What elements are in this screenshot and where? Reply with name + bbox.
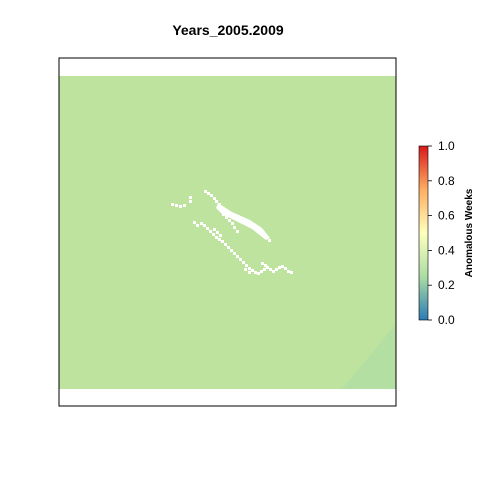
raster-field (59, 76, 396, 389)
missing-data-pixel (224, 243, 227, 246)
missing-data-pixel (275, 268, 278, 271)
missing-data-pixel (213, 228, 216, 231)
missing-data-region (171, 190, 293, 275)
missing-data-pixel (216, 231, 219, 234)
missing-data-pixel (183, 204, 186, 207)
missing-data-pixel (251, 269, 254, 272)
missing-data-pixel (236, 230, 239, 233)
missing-data-pixel (233, 226, 236, 229)
missing-data-pixel (215, 236, 218, 239)
missing-data-pixel (189, 196, 192, 199)
missing-data-pixel (209, 230, 212, 233)
missing-data-pixel (212, 233, 215, 236)
missing-data-pixel (210, 194, 213, 197)
missing-data-pixel (239, 258, 242, 261)
missing-data-pixel (245, 264, 248, 267)
colorbar-tick-label: 0.6 (438, 209, 455, 223)
missing-data-pixel (269, 268, 272, 271)
missing-data-pixel (189, 200, 192, 203)
missing-data-pixel (225, 216, 228, 219)
colorbar-gradient (418, 145, 429, 321)
missing-data-pixel (233, 252, 236, 255)
missing-data-pixel (204, 190, 207, 193)
missing-data-pixel (264, 264, 267, 267)
missing-data-pixel (281, 265, 284, 268)
missing-data-pixel (200, 222, 203, 225)
colorbar-tick-label: 1.0 (438, 139, 455, 153)
missing-data-pixel (213, 197, 216, 200)
missing-data-pixel (290, 271, 293, 274)
missing-data-pixel (227, 246, 230, 249)
plot-border (58, 57, 397, 407)
missing-data-core (216, 203, 270, 240)
missing-data-pixel (244, 268, 247, 271)
colorbar-label: Anomalous Weeks (464, 188, 475, 277)
missing-data-pixel (175, 204, 178, 207)
missing-data-pixel (230, 249, 233, 252)
missing-data-pixel (207, 192, 210, 195)
missing-data-pixel (206, 227, 209, 230)
missing-data-pixel (228, 219, 231, 222)
missing-data-pixel (272, 270, 275, 273)
missing-data-pixel (171, 203, 174, 206)
missing-data-pixel (203, 224, 206, 227)
missing-data-pixel (287, 270, 290, 273)
colorbar: 0.0 0.2 0.4 0.6 0.8 1.0 Anomalous Weeks (418, 139, 475, 327)
missing-data-pixel (261, 262, 264, 265)
missing-data-pixel (236, 255, 239, 258)
missing-data-pixel (257, 272, 260, 275)
colorbar-ticks: 0.0 0.2 0.4 0.6 0.8 1.0 (428, 139, 455, 327)
missing-data-pixel (242, 261, 245, 264)
missing-data-pixel (218, 238, 221, 241)
missing-data-pixel (215, 200, 218, 203)
missing-data-pixel (266, 266, 269, 269)
missing-data-pixel (248, 271, 251, 274)
plot-area (58, 57, 397, 407)
colorbar-tick-label: 0.0 (438, 313, 455, 327)
missing-data-pixel (260, 270, 263, 273)
colorbar-tick-label: 0.8 (438, 174, 455, 188)
raster-corner-region (342, 324, 396, 389)
missing-data-pixel (248, 267, 251, 270)
missing-data-pixel (254, 271, 257, 274)
colorbar-tick-label: 0.4 (438, 243, 455, 257)
colorbar-tick-label: 0.2 (438, 278, 455, 292)
missing-data-pixel (263, 268, 266, 271)
missing-data-pixel (196, 224, 199, 227)
missing-data-pixel (278, 266, 281, 269)
missing-data-pixel (193, 221, 196, 224)
missing-data-pixel (219, 234, 222, 237)
chart-title: Years_2005.2009 (172, 22, 284, 38)
missing-data-pixel (268, 239, 271, 242)
missing-data-pixel (221, 240, 224, 243)
missing-data-pixel (179, 205, 182, 208)
missing-data-pixel (284, 267, 287, 270)
missing-data-pixel (231, 222, 234, 225)
